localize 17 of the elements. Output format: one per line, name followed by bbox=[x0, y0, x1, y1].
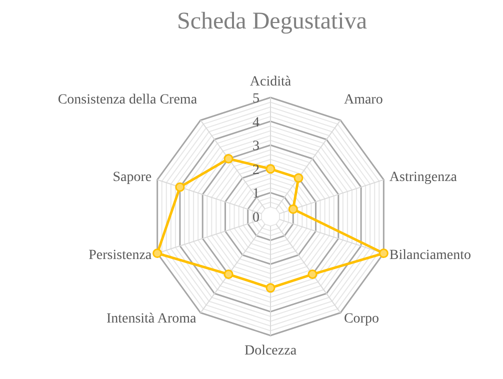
spoke-label: Dolcezza bbox=[244, 344, 298, 358]
chart-title: Scheda Degustativa bbox=[177, 8, 368, 34]
y-tick-label: 5 bbox=[252, 92, 260, 106]
spoke-label: Acidità bbox=[250, 74, 292, 90]
spoke-label: Consistenza della Crema bbox=[58, 92, 198, 108]
spoke-label: Bilanciamento bbox=[389, 248, 472, 264]
y-tick-label: 4 bbox=[252, 115, 260, 130]
spoke-label: Corpo bbox=[344, 312, 379, 327]
y-tick-label: 1 bbox=[252, 186, 260, 202]
spoke-label: Astringenza bbox=[389, 170, 458, 185]
y-tick-label: 0 bbox=[252, 210, 260, 226]
spoke-label: Amaro bbox=[344, 92, 383, 108]
spoke-label: Sapore bbox=[112, 170, 152, 185]
spoke-label: Intensità Aroma bbox=[106, 312, 198, 327]
y-tick-label: 2 bbox=[252, 162, 260, 178]
y-tick-label: 3 bbox=[252, 139, 260, 154]
spoke-label: Persistenza bbox=[88, 248, 152, 264]
